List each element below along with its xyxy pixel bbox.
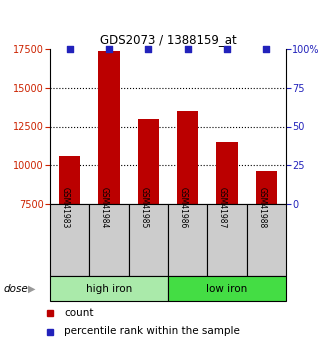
Bar [207, 204, 247, 276]
Bar [129, 204, 168, 276]
Text: GSM41988: GSM41988 [257, 187, 266, 228]
Text: GSM41987: GSM41987 [218, 187, 227, 228]
Point [224, 46, 230, 52]
Bar [98, 51, 120, 204]
Text: low iron: low iron [206, 284, 247, 294]
Text: percentile rank within the sample: percentile rank within the sample [64, 326, 240, 336]
Text: GSM41983: GSM41983 [61, 187, 70, 228]
Bar [50, 276, 168, 301]
Point [67, 46, 72, 52]
Title: GDS2073 / 1388159_at: GDS2073 / 1388159_at [100, 33, 236, 47]
Bar [247, 204, 286, 276]
Text: GSM41986: GSM41986 [179, 187, 188, 228]
Text: count: count [64, 307, 94, 317]
Point [146, 46, 151, 52]
Point [185, 46, 190, 52]
Bar [137, 119, 159, 204]
Bar [168, 204, 207, 276]
Bar [50, 204, 89, 276]
Text: dose: dose [3, 284, 28, 294]
Text: high iron: high iron [86, 284, 132, 294]
Text: ▶: ▶ [28, 284, 36, 294]
Bar [168, 276, 286, 301]
Bar [216, 142, 238, 204]
Bar [177, 111, 198, 204]
Bar [89, 204, 129, 276]
Text: GSM41985: GSM41985 [139, 187, 148, 228]
Bar [59, 156, 81, 204]
Point [107, 46, 112, 52]
Bar [256, 171, 277, 204]
Point [264, 46, 269, 52]
Text: GSM41984: GSM41984 [100, 187, 109, 228]
